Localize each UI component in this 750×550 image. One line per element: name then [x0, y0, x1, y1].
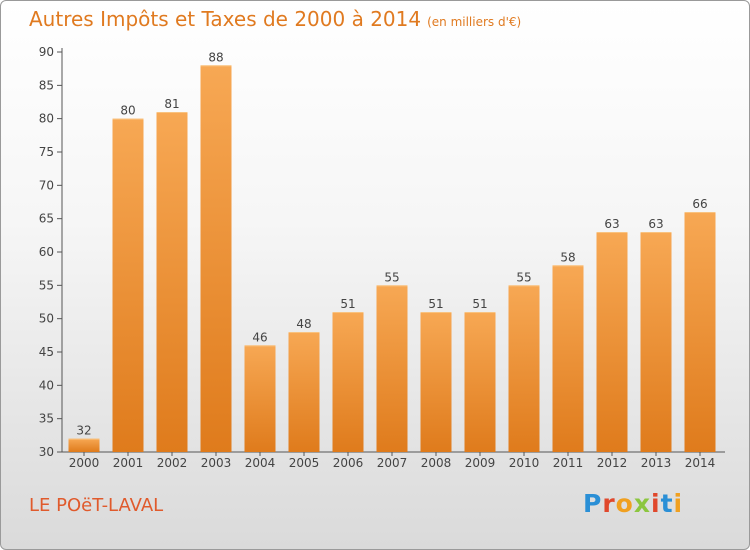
- logo-letter: r: [602, 489, 616, 518]
- x-tick-label: 2005: [289, 456, 320, 470]
- title-text: Autres Impôts et Taxes de 2000 à 2014: [29, 7, 422, 31]
- unit-label: (en milliers d'€): [427, 15, 522, 29]
- y-tick-label: 60: [39, 245, 54, 259]
- logo-letter: t: [660, 489, 674, 518]
- logo-letter: o: [615, 489, 634, 518]
- data-labels: 32 80 81 88 46 48 51 55 51 51 55 58 63 63 66: [76, 50, 707, 437]
- y-tick-label: 85: [39, 78, 54, 92]
- x-tick-label: 2004: [245, 456, 276, 470]
- x-tick-label: 2002: [157, 456, 188, 470]
- logo-letter: x: [633, 489, 651, 518]
- bar-2002: [156, 112, 188, 452]
- logo-letter: i: [651, 489, 661, 518]
- chart-title: Autres Impôts et Taxes de 2000 à 2014 (en…: [29, 7, 521, 31]
- y-tick-label: 40: [39, 378, 54, 392]
- logo-letter: P: [583, 489, 603, 518]
- data-label: 32: [76, 424, 91, 438]
- data-label: 46: [252, 330, 267, 344]
- data-label: 51: [340, 297, 355, 311]
- x-tick-label: 2007: [377, 456, 408, 470]
- y-tick-label: 35: [39, 412, 54, 426]
- data-label: 51: [472, 297, 487, 311]
- bar-2007: [376, 285, 408, 452]
- y-tick-label: 30: [39, 445, 54, 459]
- x-tick-label: 2012: [597, 456, 628, 470]
- location-name: LE POëT-LAVAL: [29, 495, 164, 516]
- bar-2012: [596, 232, 628, 452]
- data-label: 55: [384, 270, 399, 284]
- x-tick-label: 2000: [69, 456, 100, 470]
- data-label: 81: [164, 97, 179, 111]
- x-tick-label: 2014: [685, 456, 716, 470]
- bar-2008: [420, 312, 452, 452]
- x-tick-label: 2008: [421, 456, 452, 470]
- y-tick-label: 65: [39, 212, 54, 226]
- data-label: 58: [560, 250, 575, 264]
- bar-2003: [200, 65, 232, 452]
- bars: [68, 65, 716, 453]
- bar-2005: [288, 332, 320, 452]
- x-tick-label: 2010: [509, 456, 540, 470]
- y-tick-label: 70: [39, 178, 54, 192]
- y-tick-label: 80: [39, 112, 54, 126]
- y-tick-label: 90: [39, 45, 54, 59]
- bar-2013: [640, 232, 672, 452]
- data-label: 66: [692, 197, 707, 211]
- y-tick-label: 45: [39, 345, 54, 359]
- bar-2000: [68, 438, 100, 452]
- bar-2001: [112, 118, 144, 453]
- x-tick-label: 2011: [553, 456, 584, 470]
- x-tick-label: 2003: [201, 456, 232, 470]
- logo-letter: i: [673, 489, 684, 518]
- bar-2004: [244, 345, 276, 452]
- y-tick-label: 50: [39, 312, 54, 326]
- x-tick-label: 2006: [333, 456, 364, 470]
- data-label: 55: [516, 270, 531, 284]
- bar-2010: [508, 285, 540, 452]
- bar-2011: [552, 265, 584, 452]
- data-label: 48: [296, 317, 311, 331]
- data-label: 51: [428, 297, 443, 311]
- data-label: 63: [648, 217, 663, 231]
- y-tick-label: 75: [39, 145, 54, 159]
- bar-2006: [332, 312, 364, 452]
- data-label: 80: [120, 104, 135, 118]
- x-tick-label: 2009: [465, 456, 496, 470]
- y-tick-label: 55: [39, 278, 54, 292]
- data-label: 63: [604, 217, 619, 231]
- x-tick-label: 2013: [641, 456, 672, 470]
- x-tick-label: 2001: [113, 456, 144, 470]
- proxiti-logo[interactable]: Proxiti: [583, 489, 683, 518]
- bar-2009: [464, 312, 496, 452]
- data-label: 88: [208, 50, 223, 64]
- bar-2014: [684, 212, 716, 452]
- axes: 30 35 40 45 50 55 60 65 70 75 80 85 90 2000 2001 2002 20…: [39, 45, 725, 470]
